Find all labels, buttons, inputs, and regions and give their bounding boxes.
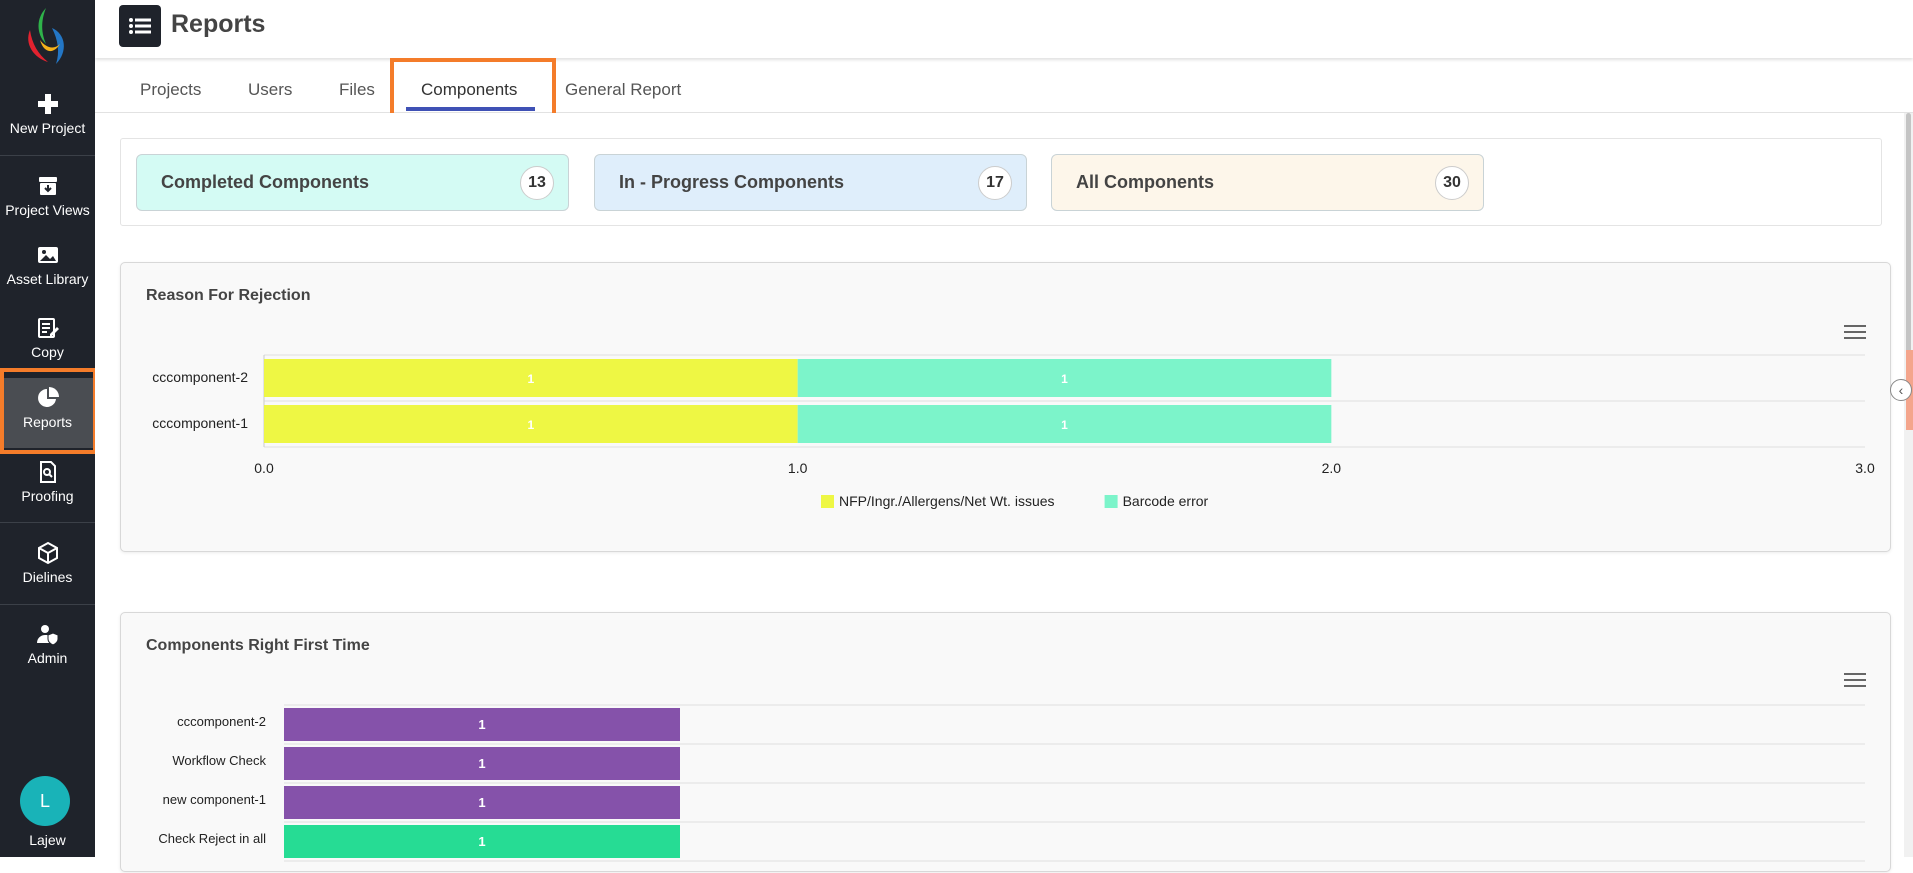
box-icon <box>37 541 58 565</box>
all-components-card[interactable]: All Components 30 <box>1051 154 1484 211</box>
report-tabs: Projects Users Files Components General … <box>95 58 1913 113</box>
x-tick-label: 0.0 <box>254 460 274 476</box>
data-label: 1 <box>478 795 485 810</box>
sidebar-item-label: Dielines <box>22 569 73 585</box>
reports-highlight-frame <box>0 368 97 454</box>
chart-menu-icon[interactable] <box>1844 673 1866 689</box>
x-tick-label: 1.0 <box>788 460 808 476</box>
sidebar-item-copy[interactable]: Copy <box>0 316 95 360</box>
data-label: 1 <box>478 756 485 771</box>
sidebar: New Project Project Views Asset Library … <box>0 0 97 857</box>
user-shield-icon <box>36 625 58 646</box>
scrollbar-track[interactable] <box>1904 113 1913 857</box>
x-tick-label: 2.0 <box>1322 460 1342 476</box>
rejection-chart-panel: Reason For Rejection cccomponent-2 1 1 ccco… <box>120 262 1891 552</box>
category-label: cccomponent-2 <box>152 369 248 385</box>
tab-general-report[interactable]: General Report <box>565 80 682 99</box>
sidebar-item-admin[interactable]: Admin <box>0 622 95 666</box>
rejection-chart: cccomponent-2 1 1 cccomponent-1 1 1 0.0 1.0 2.0 3… <box>152 354 1875 509</box>
stat-count-badge: 13 <box>520 166 554 200</box>
sidebar-item-reports[interactable]: Reports <box>0 378 95 448</box>
data-label: 1 <box>527 418 534 432</box>
bar-segment <box>264 359 798 397</box>
top-bar: Reports <box>95 0 1913 58</box>
collapse-chevron-icon[interactable]: ‹ <box>1890 379 1912 401</box>
tab-users[interactable]: Users <box>248 80 293 99</box>
tab-projects[interactable]: Projects <box>140 80 202 99</box>
legend-label: Barcode error <box>1123 493 1209 509</box>
pie-chart-icon <box>37 387 59 407</box>
data-label: 1 <box>478 834 485 849</box>
sidebar-item-asset-library[interactable]: Asset Library <box>0 243 95 287</box>
tab-files[interactable]: Files <box>339 80 375 99</box>
stat-count-badge: 17 <box>978 166 1012 200</box>
bar <box>284 747 680 780</box>
bar-segment <box>264 405 798 443</box>
sidebar-item-label: Project Views <box>5 202 90 218</box>
category-label: cccomponent-2 <box>177 714 266 729</box>
data-label: 1 <box>1061 418 1068 432</box>
sidebar-item-label: Admin <box>27 650 68 666</box>
app-logo[interactable] <box>0 0 95 80</box>
chart-menu-icon[interactable] <box>1844 325 1866 341</box>
scrollbar-thumb[interactable] <box>1906 113 1911 363</box>
sidebar-divider <box>0 155 95 156</box>
sidebar-item-dielines[interactable]: Dielines <box>0 541 95 585</box>
sidebar-item-label: Proofing <box>21 488 74 504</box>
data-label: 1 <box>527 372 534 386</box>
category-label: new component-1 <box>163 792 266 807</box>
bar-segment <box>797 405 1332 443</box>
sidebar-item-project-views[interactable]: Project Views <box>0 174 95 218</box>
category-label: Check Reject in all <box>158 831 266 846</box>
in-progress-components-card[interactable]: In - Progress Components 17 <box>594 154 1027 211</box>
stat-count-badge: 30 <box>1435 166 1469 200</box>
legend-swatch <box>1104 495 1118 508</box>
bar-segment <box>797 359 1332 397</box>
stat-label: Completed Components <box>161 172 370 192</box>
sidebar-item-label: Asset Library <box>6 271 89 287</box>
legend-swatch <box>821 495 834 508</box>
list-icon <box>129 18 151 34</box>
sidebar-item-label: Reports <box>22 414 73 430</box>
legend-label: NFP/Ingr./Allergens/Net Wt. issues <box>839 493 1055 509</box>
avatar[interactable]: L <box>20 776 70 826</box>
bar <box>284 708 680 741</box>
stat-label: In - Progress Components <box>619 172 845 192</box>
active-tab-indicator <box>406 107 535 111</box>
stat-label: All Components <box>1076 172 1214 192</box>
category-label: cccomponent-1 <box>152 415 248 431</box>
sidebar-item-proofing[interactable]: Proofing <box>0 460 95 504</box>
plus-icon <box>37 94 58 114</box>
sidebar-item-label: Copy <box>31 344 64 360</box>
sidebar-item-label: New Project <box>9 120 86 136</box>
sidebar-divider <box>0 522 95 523</box>
chart-title: Components Right First Time <box>146 637 370 654</box>
completed-components-card[interactable]: Completed Components 13 <box>136 154 569 211</box>
x-tick-label: 3.0 <box>1855 460 1875 476</box>
image-icon <box>37 247 58 263</box>
archive-icon <box>38 177 57 195</box>
bar <box>284 786 680 819</box>
data-label: 1 <box>478 717 485 732</box>
right-first-time-chart-panel: Components Right First Time cccomponent-… <box>120 612 1891 872</box>
search-document-icon <box>39 461 56 483</box>
bar <box>284 825 680 858</box>
menu-toggle-button[interactable] <box>119 5 161 47</box>
category-label: Workflow Check <box>172 753 266 768</box>
sidebar-divider <box>0 604 95 605</box>
data-label: 1 <box>1061 372 1068 386</box>
tab-components[interactable]: Components <box>421 80 518 99</box>
chart-title: Reason For Rejection <box>146 287 311 304</box>
user-name: Lajew <box>29 832 66 848</box>
page-title: Reports <box>171 10 266 38</box>
edit-icon <box>37 318 59 338</box>
right-first-time-chart: cccomponent-2 1 Workflow Check 1 new compone… <box>158 704 1865 862</box>
sidebar-item-new-project[interactable]: New Project <box>0 92 95 136</box>
